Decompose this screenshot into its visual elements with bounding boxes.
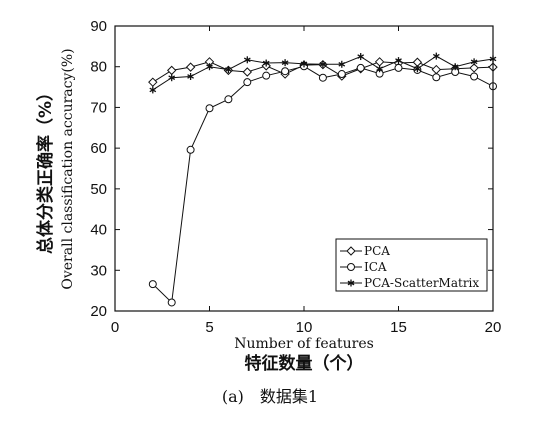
data-point-pca-scattermatrix	[414, 65, 421, 73]
data-point-pca-scattermatrix	[243, 56, 251, 64]
y-axis-label: Overall classification accuracy(%)	[60, 48, 76, 289]
data-point-ica	[470, 72, 479, 81]
data-point-pca-scattermatrix	[470, 58, 478, 66]
y-axis-label-cn: 总体分类正确率（%）	[35, 84, 56, 254]
data-point-ica	[318, 73, 327, 82]
data-point-ica	[356, 63, 365, 72]
data-point-pca	[148, 77, 158, 87]
data-point-pca	[412, 57, 423, 67]
data-point-ica	[394, 63, 403, 72]
data-point-ica	[337, 70, 346, 79]
data-point-pca-scattermatrix	[395, 57, 402, 65]
y-tick-label: 50	[90, 181, 107, 198]
x-tick-label: 0	[111, 319, 119, 336]
legend-label: PCA-ScatterMatrix	[364, 276, 479, 290]
data-point-pca-scattermatrix	[262, 59, 270, 67]
legend-box	[335, 238, 488, 292]
data-point-pca-scattermatrix	[168, 74, 176, 82]
data-point-pca-scattermatrix	[451, 63, 459, 71]
data-point-pca-scattermatrix	[206, 63, 213, 71]
legend-label: PCA	[364, 244, 390, 258]
x-axis-label: Number of features	[234, 336, 374, 352]
data-point-pca-scattermatrix	[319, 60, 327, 68]
legend-marker-ica	[347, 263, 355, 271]
series-pca-scattermatrix	[149, 52, 497, 94]
legend-marker-pca	[346, 246, 356, 256]
data-point-pca-scattermatrix	[300, 60, 308, 68]
x-tick-label: 15	[390, 319, 407, 336]
tick-label-layer: 0 5 10 15 20 20 30 40 50 60 70 80 90	[90, 18, 501, 336]
legend-entry-ica: ICA	[340, 260, 387, 274]
data-point-pca-scattermatrix	[149, 86, 157, 94]
data-point-ica	[205, 104, 214, 113]
data-point-pca-scattermatrix	[281, 59, 289, 67]
data-point-pca-scattermatrix	[376, 65, 383, 73]
x-tick-label: 20	[485, 319, 502, 336]
data-point-ica	[224, 95, 233, 104]
legend: PCA ICA PCA-ScatterMatrix	[335, 238, 488, 292]
data-point-pca	[166, 65, 177, 76]
data-point-ica	[167, 298, 176, 307]
legend-items: PCA ICA PCA-ScatterMatrix	[340, 244, 479, 290]
y-tick-label: 90	[90, 18, 107, 35]
data-point-ica	[243, 78, 252, 87]
x-tick-label: 5	[205, 319, 213, 336]
y-tick-label: 20	[90, 303, 107, 320]
y-tick-label: 70	[90, 99, 107, 116]
y-tick-label: 80	[90, 59, 107, 76]
data-point-pca	[469, 63, 479, 73]
data-point-pca-scattermatrix	[432, 52, 440, 60]
legend-marker-pca-scattermatrix	[347, 279, 355, 287]
data-point-pca-scattermatrix	[187, 72, 194, 80]
data-point-ica	[186, 145, 195, 154]
legend-label: ICA	[364, 260, 387, 274]
data-point-ica	[432, 73, 441, 82]
legend-entry-pca: PCA	[340, 244, 390, 258]
data-point-pca	[431, 64, 442, 75]
data-point-pca-scattermatrix	[338, 60, 346, 68]
y-tick-label: 60	[90, 140, 107, 157]
data-point-pca	[242, 67, 253, 77]
plot-frame	[114, 25, 494, 312]
y-tick-label: 40	[90, 222, 107, 239]
data-point-pca	[374, 57, 385, 67]
x-axis-label-cn: 特征数量（个）	[245, 353, 364, 374]
data-point-ica	[262, 71, 271, 80]
series-layer	[148, 52, 498, 307]
figure-caption: (a) 数据集1	[222, 387, 318, 406]
data-point-pca	[185, 62, 196, 72]
y-tick-label: 30	[90, 262, 107, 279]
legend-entry-pca-scattermatrix: PCA-ScatterMatrix	[340, 276, 479, 290]
data-point-pca-scattermatrix	[225, 66, 232, 74]
data-point-pca-scattermatrix	[357, 53, 365, 61]
x-tick-label: 10	[296, 319, 313, 336]
data-point-ica	[281, 67, 290, 76]
data-point-ica	[148, 280, 157, 289]
